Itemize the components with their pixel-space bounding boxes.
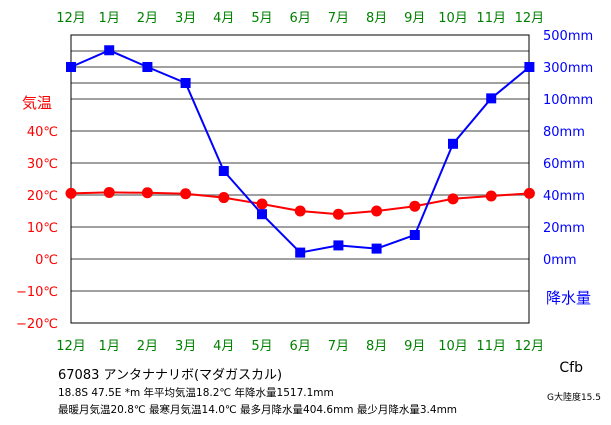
temperature-point	[256, 198, 268, 210]
precipitation-tick: 100mm	[543, 93, 593, 108]
continentality-index: G大陸度15.5	[546, 393, 601, 403]
precipitation-point	[371, 243, 382, 254]
temperature-tick: −20℃	[16, 317, 58, 332]
month-label: 12月	[56, 11, 86, 26]
precipitation-point	[295, 247, 306, 258]
month-label: 4月	[213, 11, 234, 26]
month-label: 10月	[438, 11, 468, 26]
temperature-point	[294, 205, 306, 217]
temperature-tick-labels: 40℃ 30℃ 20℃ 10℃ 0℃ −10℃ −20℃	[16, 125, 58, 332]
month-label: 5月	[251, 11, 272, 26]
precipitation-point	[66, 62, 76, 72]
station-summary: 18.8S 47.5E *m 年平均気温18.2℃ 年降水量1517.1mm	[58, 387, 334, 399]
temperature-point	[371, 205, 383, 217]
temperature-tick: 0℃	[35, 253, 58, 268]
month-label: 9月	[404, 11, 425, 26]
precipitation-point	[218, 166, 229, 176]
precipitation-tick: 80mm	[543, 125, 585, 140]
series	[65, 45, 535, 258]
temperature-point	[409, 200, 421, 212]
month-label: 9月	[404, 339, 425, 354]
plot-frame	[70, 34, 530, 324]
precipitation-point	[486, 93, 497, 104]
temperature-point	[65, 187, 77, 199]
precipitation-point	[180, 78, 191, 88]
precipitation-point	[448, 138, 458, 149]
precipitation-tick-labels: 500mm 300mm 100mm 80mm 60mm 40mm 20mm 0mm	[543, 29, 593, 268]
month-label: 1月	[99, 11, 120, 26]
koppen-class: Cfb	[559, 360, 583, 376]
month-label: 12月	[515, 339, 545, 354]
month-label: 1月	[99, 339, 120, 354]
month-label: 12月	[515, 11, 545, 26]
month-label: 8月	[366, 11, 387, 26]
precipitation-point	[409, 230, 420, 240]
temperature-point	[218, 192, 230, 204]
temperature-point	[180, 188, 192, 200]
precipitation-tick: 40mm	[543, 189, 585, 204]
month-label: 5月	[251, 339, 272, 354]
station-name: 67083 アンタナナリボ(マダガスカル)	[58, 368, 283, 383]
precipitation-point	[142, 62, 153, 72]
month-label: 11月	[476, 339, 506, 354]
month-label: 6月	[290, 11, 311, 26]
month-label: 4月	[213, 339, 234, 354]
precipitation-tick: 0mm	[543, 253, 577, 268]
precipitation-point	[257, 209, 267, 220]
month-label: 7月	[328, 11, 349, 26]
precipitation-tick: 20mm	[543, 221, 585, 236]
month-label: 6月	[290, 339, 311, 354]
precipitation-line	[70, 49, 531, 254]
month-label: 2月	[137, 339, 158, 354]
month-label: 10月	[438, 339, 468, 354]
temperature-point	[332, 208, 344, 220]
month-label: 7月	[328, 339, 349, 354]
month-label: 3月	[175, 11, 196, 26]
station-records: 最暖月気温20.8℃ 最寒月気温14.0℃ 最多月降水量404.6mm 最少月降…	[58, 404, 458, 416]
precipitation-tick: 300mm	[543, 61, 593, 76]
temperature-tick: 40℃	[27, 125, 58, 140]
bottom-month-labels: 12月 1月 2月 3月 4月 5月 6月 7月 8月 9月 10月 11月 12月	[56, 339, 544, 354]
temperature-tick: 20℃	[27, 189, 58, 204]
temperature-point	[141, 187, 153, 199]
temperature-tick: −10℃	[16, 285, 58, 300]
month-label: 12月	[56, 339, 86, 354]
precipitation-tick: 60mm	[543, 157, 585, 172]
month-label: 2月	[137, 11, 158, 26]
precipitation-point	[333, 240, 344, 251]
precipitation-point	[104, 45, 115, 56]
temperature-point	[103, 186, 115, 198]
month-label: 8月	[366, 339, 387, 354]
temperature-point	[485, 190, 497, 202]
precipitation-tick: 500mm	[543, 29, 593, 44]
month-label: 3月	[175, 339, 196, 354]
temperature-tick: 10℃	[27, 221, 58, 236]
temperature-axis-title: 気温	[22, 94, 52, 112]
temperature-point	[447, 193, 459, 205]
precipitation-axis-title: 降水量	[546, 289, 591, 307]
month-label: 11月	[476, 11, 506, 26]
plot-border	[70, 34, 530, 324]
precipitation-point	[524, 62, 535, 72]
temperature-tick: 30℃	[27, 157, 58, 172]
top-month-labels: 12月 1月 2月 3月 4月 5月 6月 7月 8月 9月 10月 11月 12月	[56, 11, 544, 26]
temperature-point	[523, 187, 535, 199]
